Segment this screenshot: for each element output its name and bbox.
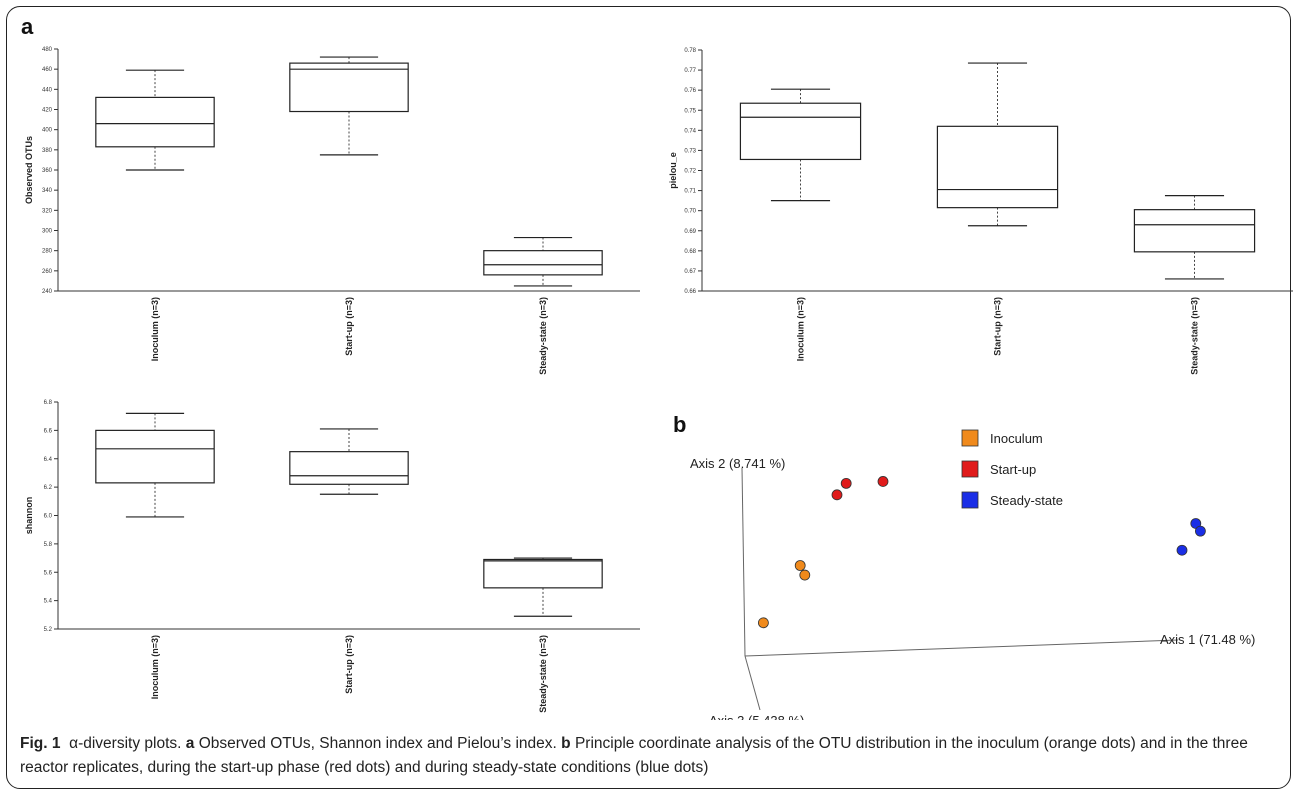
panel-label-b: b [673, 412, 687, 437]
pcoa-point-startup [831, 489, 843, 501]
shannon-y-tick-label: 5.4 [44, 599, 53, 605]
pielou-y-label: pielou_e [668, 152, 678, 189]
otus-box [483, 250, 603, 276]
shannon-box [483, 558, 603, 589]
pielou-y-tick-label: 0.75 [684, 108, 696, 114]
caption-fig-label: Fig. 1 [20, 735, 61, 752]
otus-y-tick-label: 480 [42, 47, 53, 53]
shannon-y-tick-label: 5.6 [44, 570, 53, 576]
shannon-y-tick-label: 6.0 [44, 514, 53, 520]
otus-y-label: Observed OTUs [24, 136, 34, 204]
shannon-box [289, 451, 409, 485]
pielou-y-tick-label: 0.76 [684, 88, 696, 94]
shannon-y-tick-label: 6.8 [44, 400, 53, 406]
caption-b-text: Principle coordinate analysis of the OTU… [20, 735, 1248, 776]
shannon-y-tick-label: 6.4 [44, 457, 53, 463]
shannon-y-tick-label: 5.8 [44, 542, 53, 548]
pcoa-axis-2-label: Axis 2 (8.741 %) [690, 456, 785, 471]
otus-y-tick-label: 240 [42, 289, 53, 295]
shannon-x-category-label: Inoculum (n=3) [150, 635, 160, 699]
pielou-y-tick-label: 0.68 [684, 249, 696, 255]
pcoa-axis-2-line [741, 467, 746, 657]
pielou-y-tick-label: 0.73 [684, 148, 696, 154]
pielou-box [1133, 209, 1256, 253]
caption-title: α-diversity plots. [69, 735, 182, 752]
otus-y-tick-label: 280 [42, 249, 53, 255]
figure-canvas: 240 260 280 300 320 340 360 380 400 420 440 460 480 O… [24, 47, 1293, 720]
caption-b-label: b [561, 735, 571, 752]
pcoa-point-inoculum [758, 617, 769, 629]
shannon-x-category-label: Steady-state (n=3) [538, 635, 548, 713]
otus-y-tick-label: 320 [42, 208, 53, 214]
pcoa-point-startup [877, 476, 889, 487]
pcoa-point-steady [1176, 544, 1188, 556]
otus-y-tick-label: 340 [42, 188, 53, 194]
otus-x-category-label: Steady-state (n=3) [538, 297, 548, 375]
pielou-y-tick-label: 0.78 [684, 48, 696, 54]
pielou-y-tick-label: 0.74 [684, 128, 696, 134]
pcoa-axis-3-label: Axis 3 (5.438 %) [709, 713, 804, 720]
legend-swatch-steady [961, 491, 979, 509]
shannon-box [95, 429, 215, 484]
figure-caption: Fig. 1 α-diversity plots. a Observed OTU… [20, 732, 1285, 780]
figure-frame [6, 6, 1291, 789]
otus-y-tick-label: 360 [42, 168, 53, 174]
otus-y-tick-label: 300 [42, 229, 53, 235]
panel-label-a: a [21, 14, 34, 39]
legend-label-steady: Steady-state [990, 493, 1063, 508]
otus-x-category-label: Inoculum (n=3) [150, 297, 160, 361]
pielou-x-category-label: Inoculum (n=3) [796, 297, 806, 361]
pielou-y-tick-label: 0.70 [684, 209, 696, 215]
pcoa-axis-3-line [744, 655, 761, 711]
pcoa-point-inoculum [794, 560, 806, 571]
otus-y-tick-label: 460 [42, 67, 53, 73]
pielou-y-tick-label: 0.66 [684, 289, 696, 295]
pielou-y-tick-label: 0.69 [684, 229, 696, 235]
legend-label-inoculum: Inoculum [990, 431, 1043, 446]
shannon-y-tick-label: 6.6 [44, 428, 53, 434]
shannon-x-category-label: Start-up (n=3) [344, 635, 354, 694]
otus-box [289, 62, 409, 113]
otus-y-tick-label: 260 [42, 269, 53, 275]
pcoa-axis-1-line [744, 639, 1179, 657]
legend-swatch-startup [961, 460, 979, 478]
pielou-box [936, 125, 1059, 209]
pielou-x-category-label: Steady-state (n=3) [1190, 297, 1200, 375]
pielou-y-tick-label: 0.71 [684, 189, 696, 195]
pielou-box [739, 102, 862, 161]
caption-a-label: a [185, 735, 195, 752]
otus-x-category-label: Start-up (n=3) [344, 297, 354, 356]
pielou-y-tick-label: 0.72 [684, 169, 696, 175]
shannon-y-tick-label: 5.2 [44, 627, 53, 633]
pcoa-axis-1-label: Axis 1 (71.48 %) [1160, 632, 1255, 647]
caption-a-text: Observed OTUs, Shannon index and Pielou’… [198, 735, 557, 752]
pcoa-point-inoculum [799, 569, 811, 581]
pcoa-point-steady [1195, 525, 1206, 537]
otus-y-tick-label: 420 [42, 108, 53, 114]
pcoa-point-startup [840, 477, 852, 489]
otus-box [95, 96, 215, 148]
legend-swatch-inoculum [961, 429, 979, 447]
pielou-y-tick-label: 0.77 [684, 68, 696, 74]
shannon-y-tick-label: 6.2 [44, 485, 53, 491]
otus-y-tick-label: 380 [42, 148, 53, 154]
otus-y-tick-label: 400 [42, 128, 53, 134]
otus-y-tick-label: 440 [42, 87, 53, 93]
shannon-y-label: shannon [24, 497, 34, 535]
pielou-y-tick-label: 0.67 [684, 269, 696, 275]
pielou-x-category-label: Start-up (n=3) [993, 297, 1003, 356]
legend-label-startup: Start-up [990, 462, 1036, 477]
